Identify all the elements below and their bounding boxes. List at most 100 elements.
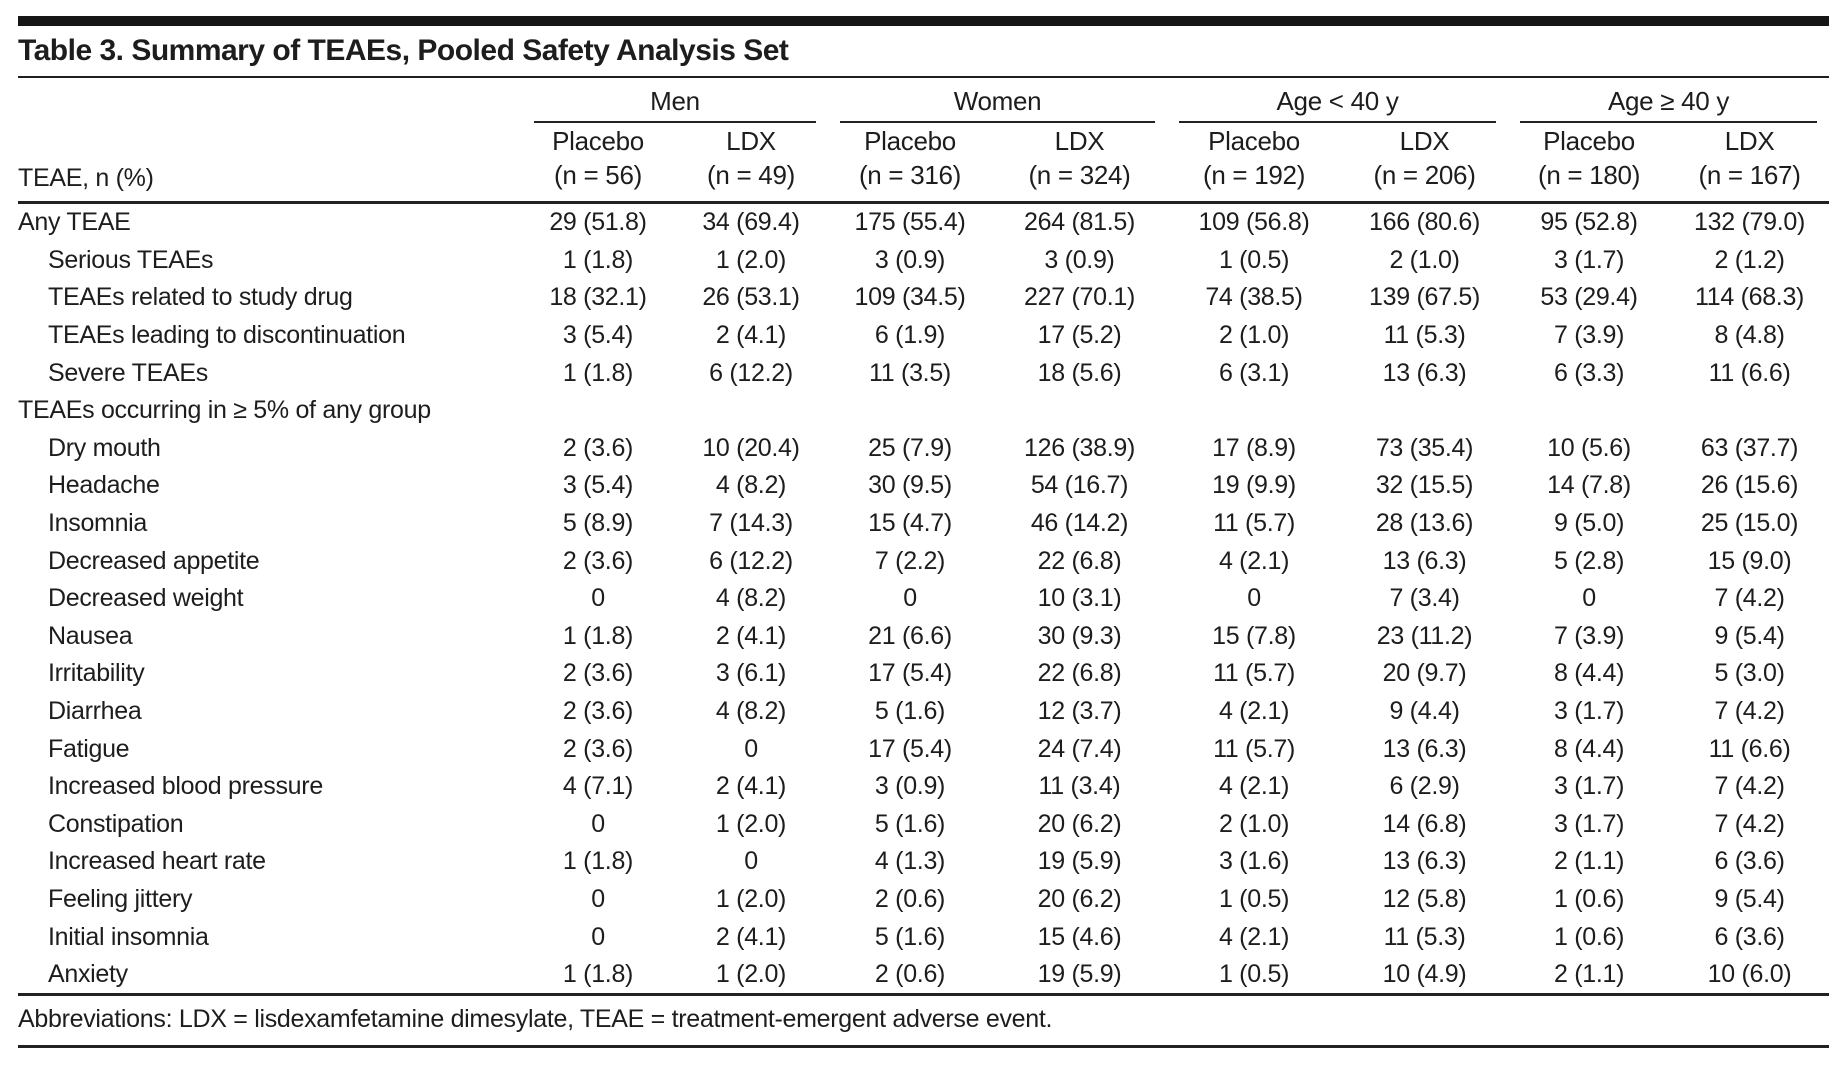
teae-label-cell: Feeling jittery (48, 884, 193, 913)
value-cell: 2 (4.1) (715, 922, 787, 951)
arm-header: Placebo (1208, 126, 1300, 156)
value-cell: 17 (8.9) (1212, 433, 1296, 462)
value-cell: 7 (3.9) (1553, 321, 1625, 350)
arm-header-row: Placebo LDX Placebo LDX Placebo LDX Plac… (18, 123, 1829, 160)
value-cell: 17 (5.2) (1037, 321, 1122, 350)
value-cell: 73 (35.4) (1375, 433, 1474, 462)
value-cell: 2 (3.6) (562, 433, 634, 462)
table-row: TEAEs occurring in ≥ 5% of any group (18, 392, 1829, 430)
value-cell: 30 (9.5) (868, 471, 952, 500)
value-cell: 23 (11.2) (1376, 621, 1473, 650)
value-cell: 4 (2.1) (1218, 922, 1290, 951)
teae-label-cell: Irritability (48, 659, 145, 688)
value-cell: 6 (3.1) (1218, 358, 1290, 387)
value-cell: 2 (3.6) (562, 546, 634, 575)
value-cell: 2 (3.6) (562, 659, 634, 688)
group-header-row: TEAE, n (%) Men Women Age < 40 y Age ≥ 4… (18, 78, 1829, 204)
value-cell: 10 (3.1) (1037, 584, 1122, 613)
value-cell: 9 (5.4) (1714, 621, 1785, 650)
value-cell: 4 (8.2) (715, 584, 787, 613)
value-cell: 6 (3.3) (1553, 358, 1625, 387)
group-header-age-ge-40: Age ≥ 40 y (1508, 78, 1829, 123)
value-cell: 3 (6.1) (715, 659, 787, 688)
value-cell: 1 (2.0) (715, 884, 787, 913)
value-cell: 11 (5.7) (1213, 734, 1295, 763)
value-cell (1508, 392, 1670, 430)
value-cell (1341, 392, 1508, 430)
value-cell: 21 (6.6) (868, 621, 952, 650)
table-row: Constipation 0 1 (2.0) 5 (1.6) 20 (6.2) … (18, 806, 1829, 844)
value-cell: 4 (2.1) (1218, 546, 1290, 575)
value-cell: 4 (1.3) (874, 847, 946, 876)
value-cell: 0 (591, 884, 605, 913)
value-cell (828, 392, 992, 430)
teae-label-cell: Serious TEAEs (48, 245, 214, 274)
value-cell: 12 (3.7) (1037, 697, 1122, 726)
value-cell: 1 (0.5) (1218, 884, 1290, 913)
footnote: Abbreviations: LDX = lisdexamfetamine di… (18, 993, 1830, 1049)
value-cell: 74 (38.5) (1205, 283, 1303, 312)
value-cell: 3 (1.7) (1553, 772, 1625, 801)
value-cell: 6 (12.2) (709, 546, 793, 575)
value-cell: 4 (7.1) (562, 772, 634, 801)
table-row: Diarrhea 2 (3.6) 4 (8.2) 5 (1.6) 12 (3.7… (18, 693, 1829, 731)
value-cell: 20 (6.2) (1037, 809, 1122, 838)
value-cell: 2 (1.2) (1714, 245, 1785, 274)
value-cell: 3 (5.4) (562, 471, 634, 500)
value-cell: 0 (1582, 584, 1596, 613)
value-cell: 46 (14.2) (1030, 509, 1129, 538)
value-cell: 1 (1.8) (562, 358, 634, 387)
teae-label-cell: Initial insomnia (48, 922, 209, 951)
table-row: TEAEs leading to discontinuation 3 (5.4)… (18, 317, 1829, 355)
value-cell: 17 (5.4) (868, 734, 952, 763)
value-cell: 175 (55.4) (854, 208, 966, 237)
value-cell: 3 (0.9) (874, 245, 946, 274)
value-cell: 63 (37.7) (1700, 433, 1799, 462)
arm-header: Placebo (552, 126, 644, 156)
value-cell: 13 (6.3) (1382, 734, 1467, 763)
value-cell: 6 (3.6) (1714, 847, 1785, 876)
value-cell: 11 (5.3) (1383, 321, 1466, 350)
value-cell (992, 392, 1167, 430)
table-row: Headache 3 (5.4) 4 (8.2) 30 (9.5) 54 (16… (18, 467, 1829, 505)
value-cell: 25 (7.9) (868, 433, 952, 462)
value-cell: 1 (0.6) (1553, 922, 1625, 951)
arm-header: LDX (1724, 126, 1775, 156)
value-cell: 1 (0.5) (1218, 960, 1290, 989)
value-cell: 11 (6.6) (1708, 734, 1791, 763)
value-cell: 166 (80.6) (1369, 208, 1480, 237)
group-header-women-label: Women (840, 86, 1156, 123)
teae-label-cell: TEAEs leading to discontinuation (48, 321, 406, 350)
teae-label-cell: Any TEAE (18, 208, 131, 237)
value-cell: 5 (3.0) (1714, 659, 1785, 688)
value-cell (1670, 392, 1829, 430)
teae-label-cell: Increased heart rate (48, 847, 266, 876)
value-cell: 13 (6.3) (1382, 546, 1467, 575)
footnote-row: Abbreviations: LDX = lisdexamfetamine di… (18, 993, 1830, 1049)
value-cell: 7 (3.4) (1389, 584, 1460, 613)
value-cell: 2 (1.0) (1218, 321, 1290, 350)
teae-label-cell: Decreased weight (48, 584, 244, 613)
teae-label-cell: Diarrhea (48, 697, 142, 726)
value-cell: 1 (2.0) (715, 245, 787, 274)
value-cell: 1 (1.8) (562, 245, 634, 274)
value-cell: 109 (56.8) (1198, 208, 1310, 237)
value-cell: 2 (1.1) (1553, 847, 1625, 876)
sample-size: (n = 49) (674, 160, 828, 204)
table-row: Decreased appetite 2 (3.6) 6 (12.2) 7 (2… (18, 542, 1829, 580)
value-cell: 26 (53.1) (702, 283, 800, 312)
value-cell: 95 (52.8) (1540, 208, 1638, 237)
value-cell: 22 (6.8) (1037, 546, 1122, 575)
sample-size: (n = 167) (1670, 160, 1830, 204)
value-cell: 0 (591, 922, 605, 951)
group-header-age-ge-40-label: Age ≥ 40 y (1520, 86, 1818, 123)
arm-header: LDX (726, 126, 776, 156)
group-header-age-lt-40-label: Age < 40 y (1179, 86, 1497, 123)
teae-label-cell: Constipation (48, 809, 184, 838)
value-cell: 2 (3.6) (562, 734, 634, 763)
teae-label-cell: Dry mouth (48, 433, 161, 462)
value-cell (674, 392, 828, 430)
value-cell: 32 (15.5) (1375, 471, 1474, 500)
table-row: Serious TEAEs 1 (1.8) 1 (2.0) 3 (0.9) 3 … (18, 242, 1829, 280)
sample-size: (n = 56) (522, 160, 674, 204)
